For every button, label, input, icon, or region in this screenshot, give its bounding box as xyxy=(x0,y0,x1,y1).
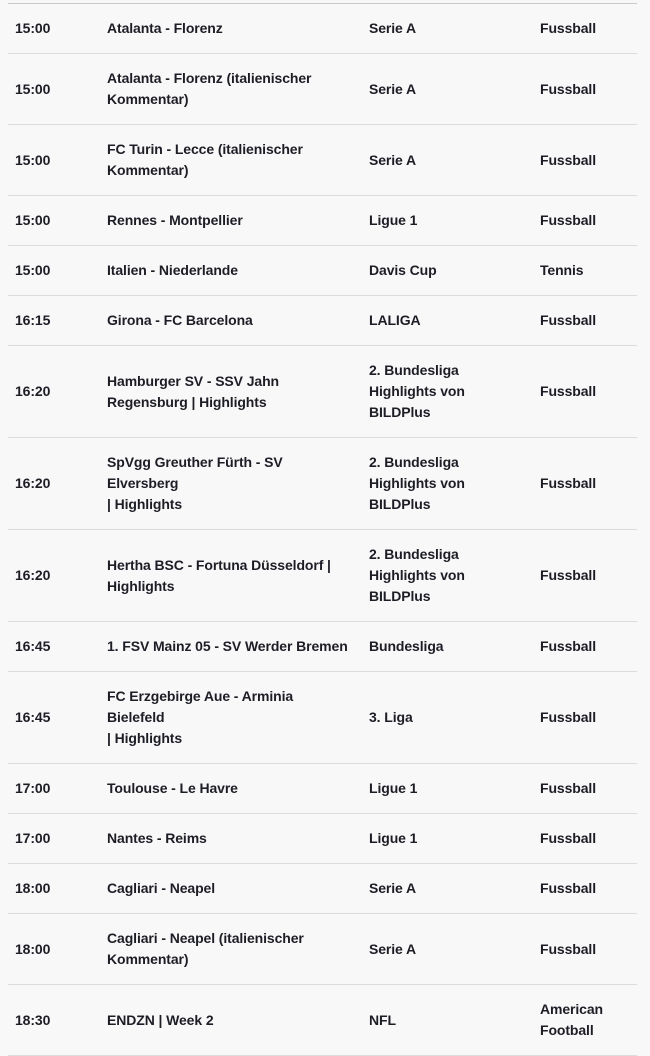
event-title: Nantes - Reims xyxy=(107,830,207,846)
event-league: 3. Liga xyxy=(369,709,413,725)
event-sport: Fussball xyxy=(540,567,596,583)
event-time: 15:00 xyxy=(15,212,51,228)
event-title: Cagliari - Neapel (italienischer Komment… xyxy=(107,930,304,967)
event-sport: Fussball xyxy=(540,212,596,228)
event-league: Ligue 1 xyxy=(369,212,418,228)
event-league: Ligue 1 xyxy=(369,780,418,796)
event-title: Rennes - Montpellier xyxy=(107,212,243,228)
schedule-table: 15:00 Atalanta - Florenz Serie A Fussbal… xyxy=(8,3,637,1056)
event-time: 15:00 xyxy=(15,262,51,278)
event-sport: Fussball xyxy=(540,475,596,491)
event-league: 2. Bundesliga Highlights von BILDPlus xyxy=(369,454,465,512)
event-sport: American Football xyxy=(540,1001,604,1038)
schedule-row[interactable]: 17:00 Toulouse - Le Havre Ligue 1 Fussba… xyxy=(8,764,637,814)
event-title: FC Erzgebirge Aue - Arminia Bielefeld | … xyxy=(107,688,294,746)
schedule-row[interactable]: 16:45 1. FSV Mainz 05 - SV Werder Bremen… xyxy=(8,622,637,672)
event-league: Davis Cup xyxy=(369,262,437,278)
event-sport: Fussball xyxy=(540,20,596,36)
event-sport: Fussball xyxy=(540,780,596,796)
event-title: Hamburger SV - SSV Jahn Regensburg | Hig… xyxy=(107,372,279,410)
event-league: Ligue 1 xyxy=(369,830,418,846)
event-sport: Fussball xyxy=(540,830,596,846)
event-league: LALIGA xyxy=(369,312,421,328)
event-sport: Fussball xyxy=(540,709,596,725)
event-sport: Fussball xyxy=(540,880,596,896)
event-title: SpVgg Greuther Fürth - SV Elversberg | H… xyxy=(107,454,283,512)
schedule-row[interactable]: 16:20 Hertha BSC - Fortuna Düsseldorf | … xyxy=(8,530,637,622)
event-league: Serie A xyxy=(369,80,417,97)
event-sport: Fussball xyxy=(540,312,596,328)
event-title: Atalanta - Florenz xyxy=(107,20,223,36)
event-league: Serie A xyxy=(369,20,417,36)
event-time: 16:45 xyxy=(15,709,51,725)
event-time: 16:15 xyxy=(15,312,51,328)
event-sport: Fussball xyxy=(540,383,596,399)
schedule-row[interactable]: 15:00 Atalanta - Florenz Serie A Fussbal… xyxy=(8,4,637,54)
event-time: 17:00 xyxy=(15,780,51,796)
event-title: Hertha BSC - Fortuna Düsseldorf | Highli… xyxy=(107,556,331,594)
event-sport: Fussball xyxy=(540,80,596,97)
schedule-row[interactable]: 16:15 Girona - FC Barcelona LALIGA Fussb… xyxy=(8,296,637,346)
event-time: 18:00 xyxy=(15,940,51,957)
event-sport: Fussball xyxy=(540,638,596,654)
schedule-row[interactable]: 16:20 SpVgg Greuther Fürth - SV Elversbe… xyxy=(8,438,637,530)
event-title: FC Turin - Lecce (italienischer Kommenta… xyxy=(107,141,303,178)
event-title: Atalanta - Florenz (italienischer Kommen… xyxy=(107,70,312,107)
event-time: 16:20 xyxy=(15,567,51,583)
schedule-row[interactable]: 16:20 Hamburger SV - SSV Jahn Regensburg… xyxy=(8,346,637,438)
schedule-row[interactable]: 15:00 Rennes - Montpellier Ligue 1 Fussb… xyxy=(8,196,637,246)
event-title: Italien - Niederlande xyxy=(107,262,238,278)
event-sport: Fussball xyxy=(540,151,596,168)
schedule-row[interactable]: 16:45 FC Erzgebirge Aue - Arminia Bielef… xyxy=(8,672,637,764)
schedule-row[interactable]: 15:00 Italien - Niederlande Davis Cup Te… xyxy=(8,246,637,296)
event-time: 17:00 xyxy=(15,830,51,846)
event-time: 18:00 xyxy=(15,880,51,896)
event-title: Toulouse - Le Havre xyxy=(107,780,238,796)
event-sport: Fussball xyxy=(540,940,596,957)
event-time: 16:20 xyxy=(15,383,51,399)
event-title: ENDZN | Week 2 xyxy=(107,1011,214,1028)
event-league: Serie A xyxy=(369,880,417,896)
event-title: Girona - FC Barcelona xyxy=(107,312,253,328)
event-league: NFL xyxy=(369,1011,396,1028)
event-time: 16:20 xyxy=(15,475,51,491)
event-league: 2. Bundesliga Highlights von BILDPlus xyxy=(369,362,465,420)
schedule-row[interactable]: 18:00 Cagliari - Neapel Serie A Fussball xyxy=(8,864,637,914)
event-time: 15:00 xyxy=(15,80,51,97)
schedule-row[interactable]: 15:00 FC Turin - Lecce (italienischer Ko… xyxy=(8,125,637,196)
schedule-row[interactable]: 15:00 Atalanta - Florenz (italienischer … xyxy=(8,54,637,125)
event-league: Serie A xyxy=(369,940,417,957)
event-league: Serie A xyxy=(369,151,417,168)
event-time: 15:00 xyxy=(15,151,51,168)
event-time: 16:45 xyxy=(15,638,51,654)
schedule-row[interactable]: 18:00 Cagliari - Neapel (italienischer K… xyxy=(8,914,637,985)
event-time: 18:30 xyxy=(15,1011,51,1028)
event-league: Bundesliga xyxy=(369,638,444,654)
schedule-row[interactable]: 18:30 ENDZN | Week 2 NFL American Footba… xyxy=(8,985,637,1056)
event-title: Cagliari - Neapel xyxy=(107,880,216,896)
event-league: 2. Bundesliga Highlights von BILDPlus xyxy=(369,546,465,604)
event-time: 15:00 xyxy=(15,20,51,36)
event-sport: Tennis xyxy=(540,262,584,278)
schedule-row[interactable]: 17:00 Nantes - Reims Ligue 1 Fussball xyxy=(8,814,637,864)
event-title: 1. FSV Mainz 05 - SV Werder Bremen xyxy=(107,638,348,654)
